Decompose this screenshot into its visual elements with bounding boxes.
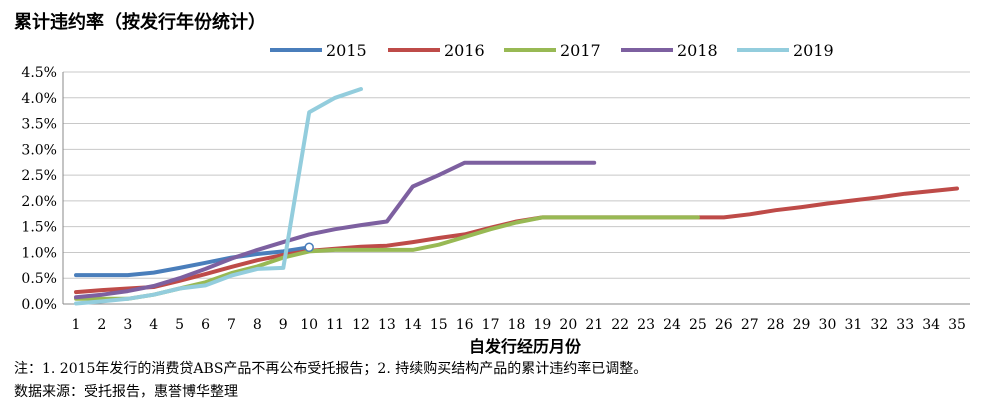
x-tick-label: 6 (201, 317, 210, 333)
x-tick-label: 4 (149, 317, 158, 333)
x-tick-label: 28 (767, 317, 785, 333)
x-tick-label: 1 (71, 317, 80, 333)
legend-label-2015: 2015 (326, 41, 367, 60)
x-tick-label: 27 (741, 317, 759, 333)
y-tick-label: 4.5% (21, 65, 57, 81)
x-tick-label: 29 (793, 317, 811, 333)
legend-label-2019: 2019 (793, 41, 834, 60)
y-tick-labels: 0.0% 0.5% 1.0% 1.5% 2.0% 2.5% 3.0% 3.5% 4.0% 4.5% (21, 65, 57, 313)
x-tick-label: 14 (404, 317, 422, 333)
y-tick-label: 4.0% (21, 91, 57, 107)
series-line-2017 (74, 215, 700, 301)
x-tick-label: 13 (378, 317, 396, 333)
x-tick-label: 24 (663, 317, 681, 333)
x-tick-label: 25 (689, 317, 707, 333)
legend: 2015 2016 2017 2018 2019 (270, 41, 834, 60)
x-tick-label: 30 (819, 317, 837, 333)
series-lines (74, 87, 959, 306)
x-tick-label: 32 (870, 317, 888, 333)
x-tick-label: 10 (300, 317, 318, 333)
x-tick-label: 23 (637, 317, 655, 333)
legend-label-2017: 2017 (560, 41, 601, 60)
footnote: 注：1. 2015年发行的消费贷ABS产品不再公布受托报告；2. 持续购买结构产… (14, 361, 648, 377)
x-tick-labels: 1 2 3 4 5 6 7 8 9 10 11 12 13 14 15 16 17 18 19 20 21 22 23 24 2… (71, 317, 965, 333)
y-tick-label: 2.5% (21, 168, 57, 184)
y-tick-label: 3.5% (21, 117, 57, 133)
x-tick-label: 15 (430, 317, 448, 333)
x-tick-label: 21 (585, 317, 603, 333)
series-line-2018 (74, 160, 597, 300)
series-line-2016 (74, 186, 959, 295)
y-tick-label: 0.0% (21, 297, 57, 313)
x-tick-label: 20 (559, 317, 577, 333)
y-tick-label: 3.0% (21, 142, 57, 158)
x-tick-label: 3 (123, 317, 132, 333)
x-tick-label: 31 (844, 317, 862, 333)
axes (62, 72, 970, 305)
x-tick-label: 22 (611, 317, 629, 333)
y-tick-label: 2.0% (21, 194, 57, 210)
x-tick-label: 35 (948, 317, 966, 333)
x-tick-label: 34 (922, 317, 940, 333)
legend-label-2016: 2016 (444, 41, 485, 60)
y-tick-label: 1.5% (21, 220, 57, 236)
x-tick-label: 2 (97, 317, 106, 333)
x-tick-label: 26 (715, 317, 733, 333)
series-line-2015 (74, 245, 312, 278)
x-tick-label: 19 (534, 317, 552, 333)
x-tick-label: 12 (352, 317, 370, 333)
data-source: 数据来源：受托报告，惠誉博华整理 (14, 384, 238, 400)
x-tick-label: 11 (326, 317, 344, 333)
line-chart: 0.0% 0.5% 1.0% 1.5% 2.0% 2.5% 3.0% 3.5% 4.0% 4.5%… (21, 41, 970, 356)
x-tick-label: 7 (227, 317, 236, 333)
x-tick-label: 17 (482, 317, 500, 333)
series-end-marker-2015 (304, 242, 314, 253)
x-tick-label: 8 (253, 317, 262, 333)
chart-title: 累计违约率（按发行年份统计） (14, 12, 266, 33)
x-axis-label: 自发行经历月份 (469, 337, 582, 356)
series-line-2019 (74, 87, 363, 306)
x-tick-label: 9 (279, 317, 288, 333)
x-tick-label: 33 (896, 317, 914, 333)
grid-lines (63, 71, 970, 279)
x-tick-label: 5 (175, 317, 184, 333)
y-tick-label: 0.5% (21, 271, 57, 287)
legend-label-2018: 2018 (677, 41, 718, 60)
x-tick-label: 16 (456, 317, 474, 333)
x-tick-label: 18 (508, 317, 526, 333)
y-tick-label: 1.0% (21, 245, 57, 261)
